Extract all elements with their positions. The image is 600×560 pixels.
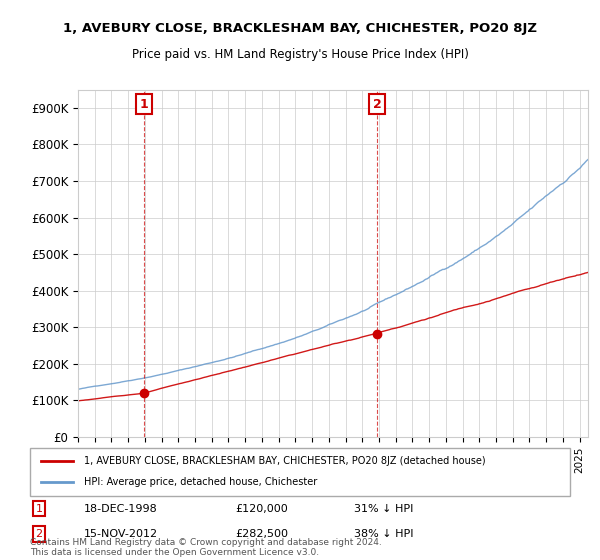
Text: HPI: Average price, detached house, Chichester: HPI: Average price, detached house, Chic… (84, 477, 317, 487)
Text: 38% ↓ HPI: 38% ↓ HPI (354, 529, 413, 539)
Text: 2: 2 (373, 97, 382, 111)
FancyBboxPatch shape (30, 448, 570, 496)
Text: 15-NOV-2012: 15-NOV-2012 (84, 529, 158, 539)
Text: 2: 2 (35, 529, 43, 539)
Text: Contains HM Land Registry data © Crown copyright and database right 2024.
This d: Contains HM Land Registry data © Crown c… (30, 538, 382, 557)
Text: £120,000: £120,000 (235, 503, 288, 514)
Text: 1, AVEBURY CLOSE, BRACKLESHAM BAY, CHICHESTER, PO20 8JZ: 1, AVEBURY CLOSE, BRACKLESHAM BAY, CHICH… (63, 22, 537, 35)
Text: £282,500: £282,500 (235, 529, 288, 539)
Text: 1, AVEBURY CLOSE, BRACKLESHAM BAY, CHICHESTER, PO20 8JZ (detached house): 1, AVEBURY CLOSE, BRACKLESHAM BAY, CHICH… (84, 456, 485, 466)
Text: 18-DEC-1998: 18-DEC-1998 (84, 503, 158, 514)
Text: 31% ↓ HPI: 31% ↓ HPI (354, 503, 413, 514)
Text: 1: 1 (35, 503, 43, 514)
Text: 1: 1 (140, 97, 149, 111)
Text: Price paid vs. HM Land Registry's House Price Index (HPI): Price paid vs. HM Land Registry's House … (131, 48, 469, 60)
